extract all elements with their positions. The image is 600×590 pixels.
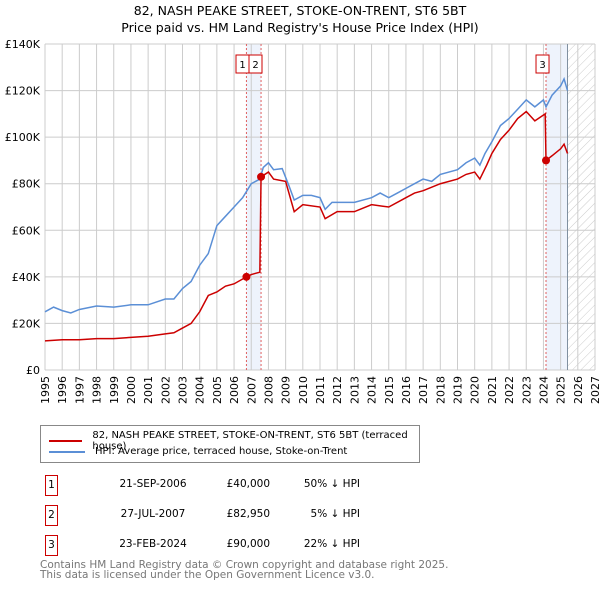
- transaction-date: 23-FEB-2024: [119, 538, 187, 550]
- x-tick-label: 2002: [159, 376, 172, 404]
- x-tick-label: 2026: [572, 376, 585, 404]
- annotation-label: 1: [239, 60, 245, 71]
- y-tick-label: £60K: [12, 224, 41, 237]
- forecast-hatch: [567, 44, 595, 370]
- y-tick-label: £80K: [12, 178, 41, 191]
- annotation-label: 2: [252, 60, 258, 71]
- y-tick-label: £100K: [5, 131, 41, 144]
- x-tick-label: 2014: [366, 376, 379, 404]
- y-tick-label: £0: [26, 364, 40, 377]
- x-tick-label: 2010: [297, 376, 310, 404]
- annotation-label: 3: [539, 60, 545, 71]
- y-tick-label: £20K: [12, 317, 41, 330]
- x-tick-label: 2021: [486, 376, 499, 404]
- footer-line-2: This data is licensed under the Open Gov…: [40, 569, 375, 581]
- legend-property: 82, NASH PEAKE STREET, STOKE-ON-TRENT, S…: [92, 430, 408, 452]
- y-tick-label: £140K: [5, 38, 41, 51]
- plot-area: 1995 1996 1997 1998 1999 2000 2001 2002 2003 2004…: [5, 38, 600, 404]
- annotation-box: [248, 54, 263, 74]
- chart-title: 82, NASH PEAKE STREET, STOKE-ON-TRENT, S…: [133, 3, 467, 18]
- x-tick-label: 2013: [348, 376, 361, 404]
- legend-red-line: [49, 440, 83, 442]
- annotation-box: [535, 54, 550, 74]
- x-tick-label: 2018: [434, 376, 447, 404]
- footer-line-1: Contains HM Land Registry data © Crown c…: [40, 559, 449, 571]
- transaction-number: 2: [45, 505, 58, 526]
- x-tick-label: 2016: [400, 376, 413, 404]
- x-tick-label: 1999: [108, 376, 121, 404]
- x-tick-label: 2023: [520, 376, 533, 404]
- transaction-row: 1 21-SEP-2006 £40,000 50% ↓ HPI: [40, 475, 460, 496]
- y-tick-label: £40K: [12, 271, 41, 284]
- transaction-hpi-diff: 50% ↓ HPI: [303, 478, 360, 490]
- transaction-price: £82,950: [226, 508, 270, 520]
- x-tick-label: 2001: [142, 376, 155, 404]
- transaction-row: 3 23-FEB-2024 £90,000 22% ↓ HPI: [40, 535, 460, 556]
- sale-point: [257, 172, 266, 181]
- x-tick-label: 2008: [262, 376, 275, 404]
- x-tick-label: 2020: [469, 376, 482, 404]
- x-tick-label: 2000: [125, 376, 138, 404]
- x-tick-label: 2011: [314, 376, 327, 404]
- transaction-number: 1: [45, 475, 58, 496]
- x-tick-label: 2024: [537, 376, 550, 404]
- x-tick-label: 2006: [228, 376, 241, 404]
- transaction-price: £90,000: [226, 538, 270, 550]
- x-tick-label: 2019: [452, 376, 465, 404]
- x-tick-label: 2017: [417, 376, 430, 404]
- sale-point: [242, 272, 251, 281]
- x-tick-label: 1996: [56, 376, 69, 404]
- x-tick-label: 2022: [503, 376, 516, 404]
- transaction-price: £40,000: [226, 478, 270, 490]
- x-tick-label: 2004: [194, 376, 207, 404]
- chart-subtitle: Price paid vs. HM Land Registry's House …: [121, 20, 479, 35]
- x-tick-label: 1998: [91, 376, 104, 404]
- legend-hpi: HPI: Average price, terraced house, Stok…: [95, 446, 348, 457]
- transaction-date: 27-JUL-2007: [120, 508, 186, 520]
- footer: Contains HM Land Registry data © Crown c…: [40, 559, 449, 581]
- x-tick-label: 2015: [383, 376, 396, 404]
- x-tick-label: 2025: [555, 376, 568, 404]
- x-tick-label: 1997: [73, 376, 86, 404]
- transaction-number: 3: [45, 535, 58, 556]
- transaction-hpi-diff: 22% ↓ HPI: [303, 538, 360, 550]
- legend-blue-line: [49, 450, 85, 453]
- x-tick-label: 2027: [589, 376, 600, 404]
- transaction-row: 2 27-JUL-2007 £82,950 5% ↓ HPI: [40, 505, 460, 526]
- x-tick-label: 2007: [245, 376, 258, 404]
- transaction-date: 21-SEP-2006: [119, 478, 187, 490]
- series-line: [44, 110, 569, 342]
- x-tick-label: 1995: [39, 376, 52, 404]
- series-line: [44, 76, 569, 314]
- x-tick-label: 2009: [280, 376, 293, 404]
- y-tick-label: £120K: [5, 85, 41, 98]
- legend: 82, NASH PEAKE STREET, STOKE-ON-TRENT, S…: [40, 425, 420, 463]
- x-tick-label: 2005: [211, 376, 224, 404]
- highlight-band: [546, 44, 568, 370]
- x-tick-label: 2003: [177, 376, 190, 404]
- highlight-band: [246, 44, 262, 370]
- x-tick-label: 2012: [331, 376, 344, 404]
- sale-point: [542, 156, 551, 165]
- transaction-hpi-diff: 5% ↓ HPI: [310, 508, 360, 520]
